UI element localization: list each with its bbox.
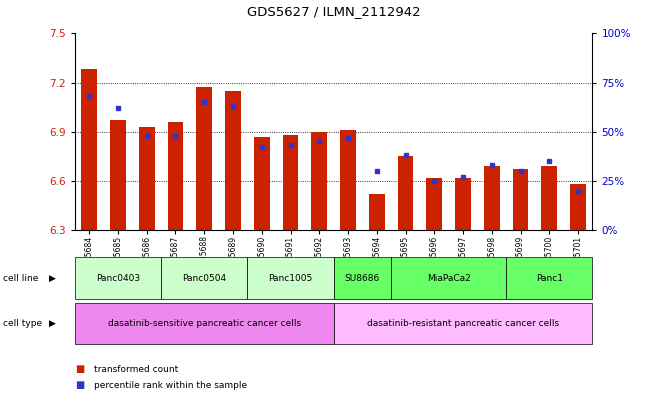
Text: Panc1: Panc1	[536, 274, 562, 283]
Bar	[167, 122, 184, 230]
Bar	[426, 178, 442, 230]
Text: GDS5627 / ILMN_2112942: GDS5627 / ILMN_2112942	[247, 5, 421, 18]
Text: cell type: cell type	[3, 319, 42, 328]
Bar	[139, 127, 155, 230]
Text: Panc0403: Panc0403	[96, 274, 140, 283]
Bar	[311, 132, 327, 230]
Bar	[484, 166, 500, 230]
Bar	[225, 91, 241, 230]
Text: cell line: cell line	[3, 274, 38, 283]
Text: dasatinib-resistant pancreatic cancer cells: dasatinib-resistant pancreatic cancer ce…	[367, 319, 559, 328]
Text: ■: ■	[75, 380, 84, 390]
Text: ■: ■	[75, 364, 84, 375]
Text: ▶: ▶	[49, 274, 56, 283]
Text: transformed count: transformed count	[94, 365, 178, 374]
Bar	[81, 70, 97, 230]
Bar	[110, 120, 126, 230]
Bar	[570, 184, 586, 230]
Bar	[542, 166, 557, 230]
Text: MiaPaCa2: MiaPaCa2	[427, 274, 471, 283]
Bar	[369, 194, 385, 230]
Bar	[340, 130, 356, 230]
Bar	[398, 156, 413, 230]
Bar	[455, 178, 471, 230]
Bar	[254, 136, 270, 230]
Text: dasatinib-sensitive pancreatic cancer cells: dasatinib-sensitive pancreatic cancer ce…	[107, 319, 301, 328]
Text: Panc1005: Panc1005	[268, 274, 312, 283]
Text: percentile rank within the sample: percentile rank within the sample	[94, 381, 247, 389]
Bar	[197, 87, 212, 230]
Text: Panc0504: Panc0504	[182, 274, 227, 283]
Text: ▶: ▶	[49, 319, 56, 328]
Bar	[512, 169, 529, 230]
Bar	[283, 135, 298, 230]
Text: SU8686: SU8686	[345, 274, 380, 283]
